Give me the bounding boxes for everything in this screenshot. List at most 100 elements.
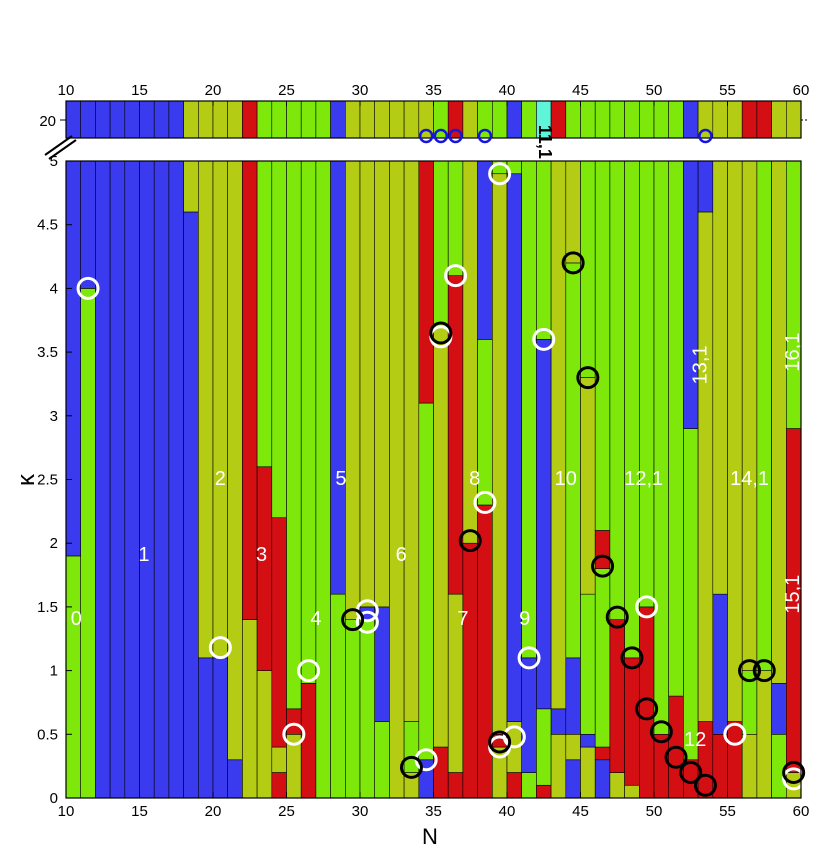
bar-segment — [638, 160, 655, 608]
x-tick-label: 45 — [572, 803, 589, 820]
bar-segment — [374, 160, 390, 608]
x-tick-label: 40 — [499, 803, 516, 820]
strip-cell — [80, 100, 96, 139]
top-strip: 20 — [39, 100, 808, 144]
bar-segment — [653, 160, 669, 735]
strip-x-tick-label: 55 — [719, 82, 736, 99]
strip-x-tick-label: 60 — [793, 82, 810, 99]
bar-segment — [594, 530, 611, 569]
bar-segment — [624, 657, 640, 786]
bar-segment — [609, 160, 625, 620]
bar-segment — [227, 759, 243, 799]
black-marker-circle — [591, 554, 615, 578]
strip-cell — [286, 100, 302, 139]
black-marker-circle — [649, 720, 673, 744]
x-axis-label: N — [422, 824, 438, 849]
bar-segment — [344, 160, 361, 620]
black-marker-circle — [458, 529, 482, 553]
region-label: 0 — [71, 608, 82, 630]
bar-segment — [271, 160, 287, 519]
bar-segment — [418, 402, 434, 761]
white-marker-circle — [532, 327, 556, 351]
main-plot-bars — [65, 160, 802, 799]
region-label: 8 — [469, 468, 480, 490]
strip-x-tick-label: 45 — [572, 82, 589, 99]
x-tick-label: 50 — [646, 803, 663, 820]
axis-break-mark — [44, 135, 73, 156]
strip-marker-circle — [418, 128, 434, 144]
bar-segment — [536, 708, 552, 786]
bar-segment — [785, 772, 802, 799]
bar-segment — [477, 160, 493, 340]
bar-segment — [565, 262, 581, 659]
strip-cell — [198, 100, 214, 139]
bar-segment — [315, 160, 331, 799]
y-tick-label: 1.5 — [37, 599, 58, 616]
black-marker-circle — [399, 755, 423, 779]
bar-segment — [565, 733, 581, 761]
region-label: 16,1 — [782, 333, 804, 372]
strip-cell — [242, 100, 258, 139]
black-marker-circle — [738, 659, 762, 683]
bar-segment — [65, 160, 81, 557]
strip-y-tick-label: 20 — [39, 113, 56, 130]
strip-x-tick-label: 40 — [499, 82, 516, 99]
bar-segment — [95, 160, 111, 799]
strip-cell — [124, 100, 140, 139]
bar-segment — [109, 160, 126, 799]
region-label: 15,1 — [782, 575, 804, 614]
strip-x-tick-label: 10 — [58, 82, 75, 99]
black-marker-circle — [752, 659, 776, 683]
strip-cell — [65, 100, 81, 139]
white-marker-circle — [282, 722, 306, 746]
region-label: 2 — [215, 468, 226, 490]
strip-cell — [139, 100, 155, 139]
strip-x-tick-label: 35 — [425, 82, 442, 99]
strip-cell — [300, 100, 317, 139]
bar-segment — [374, 721, 390, 799]
bar-segment — [550, 708, 567, 735]
strip-cell — [212, 100, 228, 139]
bar-segment — [741, 160, 758, 671]
y-tick-label: 4.5 — [37, 217, 58, 234]
region-label: 5 — [335, 468, 346, 490]
bar-segment — [771, 683, 787, 735]
region-label: 13,1 — [689, 345, 711, 384]
x-tick-label: 25 — [278, 803, 295, 820]
region-label: 12,1 — [624, 468, 663, 490]
black-marker-circle — [429, 321, 453, 345]
y-tick-label: 0.5 — [37, 726, 58, 743]
bar-segment — [491, 173, 508, 735]
black-marker-circle — [561, 251, 585, 275]
bar-segment — [359, 160, 375, 608]
strip-cell — [315, 100, 331, 139]
bar-segment — [594, 759, 611, 799]
region-label: 14,1 — [730, 468, 769, 490]
bar-segment — [594, 160, 611, 531]
bar-segment — [653, 733, 669, 799]
bar-segment — [271, 772, 287, 799]
strip-cell — [462, 100, 478, 139]
bar-segment — [697, 211, 714, 722]
bar-segment — [271, 517, 287, 748]
bar-segment — [594, 568, 611, 748]
black-marker-circle — [782, 761, 806, 785]
bar-segment — [506, 173, 522, 722]
strip-marker-circle — [448, 128, 463, 144]
bar-segment — [580, 733, 596, 748]
strip-cell — [741, 100, 758, 139]
y-tick-label: 0 — [50, 790, 58, 807]
strip-cell — [227, 100, 243, 139]
bar-segment — [65, 555, 81, 799]
bar-segment — [286, 160, 302, 710]
strip-cell — [374, 100, 390, 139]
bar-segment — [609, 619, 625, 773]
strip-cell — [183, 100, 199, 139]
strip-cell — [756, 100, 772, 139]
region-label: 9 — [519, 608, 530, 630]
bar-segment — [624, 784, 640, 799]
region-label: 7 — [457, 608, 468, 630]
bar-segment — [242, 160, 258, 620]
bar-segment — [594, 746, 611, 761]
bar-segment — [727, 721, 743, 799]
